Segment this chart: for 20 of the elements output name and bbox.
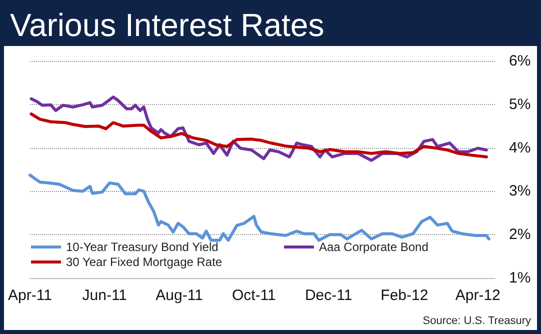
x-tick-label: Jun-11 <box>82 287 128 304</box>
y-tick-label: 1% <box>509 270 531 286</box>
y-tick-label: 5% <box>509 96 531 113</box>
y-tick-label: 3% <box>509 182 531 200</box>
x-tick-label: Dec-11 <box>304 287 352 304</box>
line-series <box>30 112 488 158</box>
legend-label: 30 Year Fixed Mortgage Rate <box>66 255 222 269</box>
x-tick-label: Feb-12 <box>380 287 428 304</box>
y-tick-label: 4% <box>509 139 531 156</box>
x-tick-label: Apr-11 <box>8 287 52 304</box>
y-tick-label: 2% <box>509 226 531 244</box>
line-series <box>28 174 490 242</box>
x-tick-label: Apr-12 <box>455 287 500 304</box>
legend-label: Aaa Corporate Bond <box>319 240 428 254</box>
x-tick-label: Oct-11 <box>232 287 276 304</box>
y-tick-label: 6% <box>509 52 531 70</box>
legend-label: 10-Year Treasury Bond Yield <box>66 240 218 254</box>
source-note: Source: U.S. Treasury <box>422 315 531 327</box>
chart-title: Various Interest Rates <box>4 4 537 46</box>
x-tick-label: Aug-11 <box>156 287 203 304</box>
